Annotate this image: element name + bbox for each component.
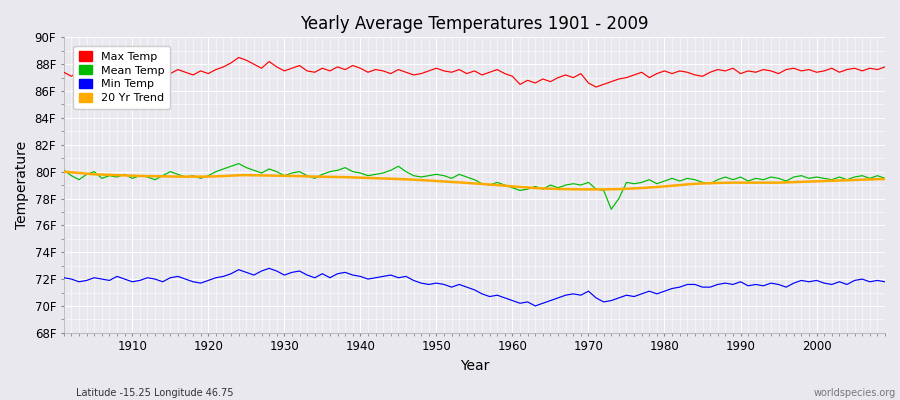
X-axis label: Year: Year [460, 359, 489, 373]
Y-axis label: Temperature: Temperature [15, 141, 29, 229]
Text: Latitude -15.25 Longitude 46.75: Latitude -15.25 Longitude 46.75 [76, 388, 234, 398]
Title: Yearly Average Temperatures 1901 - 2009: Yearly Average Temperatures 1901 - 2009 [301, 15, 649, 33]
Text: worldspecies.org: worldspecies.org [814, 388, 896, 398]
Legend: Max Temp, Mean Temp, Min Temp, 20 Yr Trend: Max Temp, Mean Temp, Min Temp, 20 Yr Tre… [74, 46, 170, 109]
